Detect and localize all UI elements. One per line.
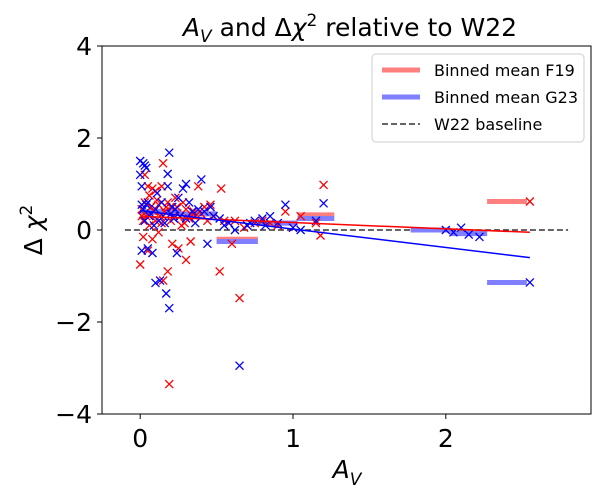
point-f19-0 — [135, 260, 145, 269]
point-g23-25 — [161, 289, 171, 298]
legend-item: Binned mean F19 — [382, 61, 575, 80]
point-g23-44 — [196, 174, 206, 184]
point-f19-33 — [167, 239, 177, 249]
point-g23-35 — [173, 193, 183, 203]
point-f19-54 — [215, 266, 225, 276]
point-f19-30 — [164, 379, 174, 389]
point-g23-22 — [157, 197, 167, 207]
point-g23-60 — [273, 218, 283, 228]
y-tick-label: 0 — [76, 216, 92, 245]
point-g23-37 — [178, 184, 188, 194]
point-f19-25 — [158, 276, 168, 286]
x-tick-label: 2 — [438, 424, 454, 453]
point-f19-72 — [319, 180, 329, 190]
y-axis-label: Δ χ2 — [17, 205, 48, 256]
point-f19-67 — [280, 207, 290, 217]
fit-line-g23 — [140, 209, 530, 259]
point-g23-65 — [319, 198, 329, 208]
point-g23-40 — [184, 197, 194, 207]
point-f19-10 — [144, 191, 154, 200]
point-g23-70 — [474, 232, 484, 242]
legend-label: Binned mean G23 — [434, 88, 578, 107]
point-g23-71 — [525, 277, 535, 287]
point-g23-4 — [137, 246, 147, 256]
point-g23-18 — [151, 278, 160, 288]
point-f19-55 — [216, 184, 226, 194]
point-g23-41 — [187, 207, 197, 217]
point-f19-69 — [296, 211, 306, 221]
legend-item: W22 baseline — [382, 115, 542, 134]
x-tick-label: 1 — [285, 424, 301, 453]
point-f19-35 — [170, 193, 180, 203]
point-g23-28 — [164, 148, 174, 158]
x-tick-label: 0 — [132, 424, 148, 453]
point-g23-24 — [160, 218, 170, 228]
point-g23-62 — [288, 223, 298, 233]
point-g23-29 — [164, 303, 174, 313]
point-g23-33 — [170, 204, 180, 214]
point-g23-45 — [199, 207, 209, 217]
legend-label: Binned mean F19 — [434, 61, 575, 80]
point-f19-28 — [163, 266, 173, 276]
point-g23-68 — [456, 223, 466, 233]
point-f19-73 — [525, 197, 535, 206]
point-f19-60 — [235, 293, 244, 303]
point-g23-66 — [441, 225, 451, 235]
point-f19-3 — [138, 216, 148, 226]
point-g23-69 — [464, 230, 474, 240]
svg-text:AV: AV — [331, 455, 363, 490]
point-g23-27 — [163, 181, 173, 191]
chart-title: AV and Δχ2 relative to W22 — [181, 11, 517, 47]
point-g23-15 — [147, 248, 157, 258]
x-axis-label: AV — [331, 455, 363, 490]
point-f19-45 — [186, 237, 196, 246]
svg-text:Δ χ2: Δ χ2 — [17, 205, 48, 256]
point-f19-58 — [227, 239, 237, 249]
plot-area — [124, 148, 569, 389]
y-tick-label: 2 — [76, 124, 92, 153]
point-g23-52 — [230, 225, 240, 235]
point-g23-11 — [143, 197, 153, 207]
point-g23-2 — [137, 181, 147, 191]
point-f19-24 — [158, 158, 168, 168]
point-f19-48 — [193, 181, 203, 191]
legend-box — [371, 53, 585, 143]
legend: Binned mean F19 Binned mean G23 W22 baseli… — [371, 53, 585, 143]
point-g23-50 — [219, 220, 229, 230]
point-g23-21 — [155, 276, 165, 286]
y-tick-label: −2 — [55, 308, 92, 337]
point-g23-42 — [190, 218, 200, 228]
legend-label: W22 baseline — [434, 115, 542, 134]
point-g23-19 — [152, 188, 162, 198]
point-g23-46 — [202, 239, 212, 249]
legend-item: Binned mean G23 — [382, 88, 578, 107]
point-g23-38 — [181, 179, 191, 189]
point-g23-47 — [206, 202, 215, 212]
point-g23-53 — [235, 361, 244, 371]
point-g23-34 — [172, 248, 182, 258]
point-g23-26 — [163, 169, 173, 179]
point-g23-43 — [193, 204, 203, 214]
point-g23-61 — [280, 200, 290, 210]
y-tick-label: 4 — [76, 32, 92, 61]
point-f19-20 — [154, 227, 164, 237]
axes: 0 1 2 −4 −2 0 2 4 — [55, 32, 592, 453]
point-g23-59 — [265, 211, 275, 221]
svg-text:AV and Δχ2 relative to W22: AV and Δχ2 relative to W22 — [181, 11, 517, 47]
point-f19-5 — [140, 170, 150, 180]
point-f19-43 — [181, 255, 191, 265]
point-g23-9 — [141, 163, 151, 173]
plot-content — [124, 148, 569, 389]
point-f19-4 — [138, 232, 148, 242]
y-tick-label: −4 — [55, 400, 92, 429]
point-g23-32 — [169, 214, 179, 223]
